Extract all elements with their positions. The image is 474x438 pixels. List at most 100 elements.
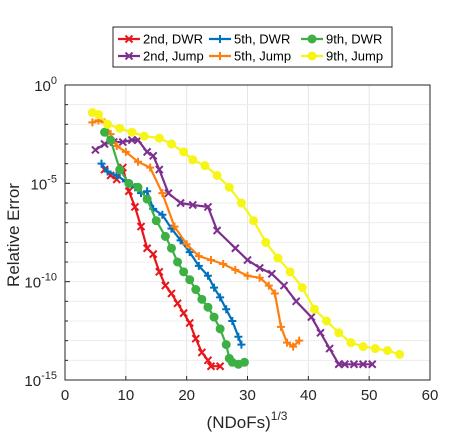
data-point bbox=[188, 155, 198, 165]
data-point bbox=[118, 137, 127, 147]
x-axis-label-base: (NDoFs) bbox=[207, 413, 271, 432]
grid bbox=[64, 84, 431, 381]
data-point bbox=[243, 255, 252, 265]
legend-entry: 9th, Jump bbox=[301, 49, 383, 64]
data-point bbox=[166, 243, 176, 253]
y-tick-label: 100 bbox=[34, 75, 57, 95]
data-point bbox=[243, 271, 252, 280]
series-line bbox=[103, 131, 245, 366]
data-point bbox=[215, 362, 225, 371]
data-point bbox=[155, 267, 164, 277]
data-point bbox=[368, 360, 377, 369]
data-point bbox=[273, 253, 283, 263]
data-point bbox=[322, 316, 332, 326]
data-point bbox=[316, 328, 325, 338]
data-point bbox=[222, 305, 231, 314]
data-point bbox=[334, 360, 343, 369]
data-point bbox=[197, 294, 207, 304]
y-tick-label: 10-5 bbox=[31, 173, 57, 193]
data-point bbox=[151, 216, 161, 226]
series-5th-jump bbox=[88, 116, 304, 351]
data-point bbox=[158, 189, 167, 198]
data-point bbox=[188, 200, 197, 210]
data-point bbox=[179, 147, 189, 157]
legend-entry: 5th, Jump bbox=[209, 49, 291, 64]
legend-entry: 9th, DWR bbox=[301, 32, 382, 47]
data-point bbox=[395, 349, 405, 359]
data-point bbox=[283, 338, 292, 347]
data-point bbox=[191, 334, 200, 343]
y-tick-label-base: 10 bbox=[31, 176, 48, 193]
x-tick-label: 0 bbox=[61, 387, 69, 404]
data-point bbox=[216, 52, 224, 60]
x-tick-label: 50 bbox=[361, 387, 378, 404]
data-point bbox=[103, 167, 112, 176]
data-point bbox=[255, 263, 264, 273]
y-tick-label-exponent: -5 bbox=[47, 173, 57, 185]
data-point bbox=[164, 188, 173, 198]
y-tick-label-base: 10 bbox=[34, 78, 51, 95]
data-point bbox=[124, 186, 134, 196]
data-point bbox=[203, 202, 213, 212]
data-point bbox=[219, 259, 228, 268]
legend-label: 9th, DWR bbox=[326, 32, 382, 47]
data-point bbox=[221, 340, 231, 350]
legend-label: 2nd, DWR bbox=[143, 32, 203, 47]
data-point bbox=[231, 265, 240, 274]
data-point bbox=[297, 283, 307, 293]
legend-entry: 2nd, Jump bbox=[118, 49, 204, 64]
data-point bbox=[215, 324, 225, 334]
y-tick-label-exponent: 0 bbox=[51, 75, 57, 87]
data-point bbox=[173, 257, 183, 267]
x-axis-label: (NDoFs)1/3 bbox=[207, 409, 288, 432]
data-point bbox=[160, 231, 170, 241]
data-point bbox=[124, 34, 134, 44]
data-point bbox=[154, 133, 164, 143]
data-point bbox=[346, 338, 356, 348]
data-point bbox=[231, 244, 240, 253]
data-point bbox=[382, 346, 392, 355]
y-tick-label-exponent: -10 bbox=[41, 272, 57, 284]
data-point bbox=[134, 157, 142, 166]
data-point bbox=[358, 342, 368, 352]
data-point bbox=[239, 357, 249, 367]
data-point bbox=[106, 135, 116, 145]
data-point bbox=[179, 267, 189, 277]
data-point bbox=[155, 165, 164, 174]
data-point bbox=[340, 360, 350, 369]
data-point bbox=[158, 210, 167, 219]
data-point bbox=[334, 328, 344, 338]
data-point bbox=[146, 163, 155, 172]
data-point bbox=[307, 312, 316, 322]
data-point bbox=[267, 269, 277, 279]
data-point bbox=[249, 216, 259, 226]
data-point bbox=[103, 119, 113, 129]
data-point bbox=[124, 51, 134, 61]
data-point bbox=[121, 147, 130, 156]
data-point bbox=[91, 145, 100, 155]
data-point bbox=[224, 182, 234, 192]
series-9th-dwr bbox=[100, 127, 249, 369]
data-point bbox=[358, 360, 368, 369]
data-point bbox=[149, 151, 158, 161]
data-point bbox=[142, 147, 152, 157]
data-point bbox=[182, 240, 191, 249]
data-point bbox=[142, 244, 152, 253]
data-point bbox=[206, 362, 216, 371]
data-point bbox=[127, 135, 137, 145]
data-point bbox=[210, 283, 219, 292]
data-point bbox=[130, 202, 140, 212]
data-point bbox=[167, 289, 176, 298]
data-point bbox=[289, 342, 298, 351]
y-tick-label-base: 10 bbox=[24, 373, 41, 390]
data-point bbox=[270, 289, 279, 298]
data-point bbox=[228, 317, 237, 325]
data-point bbox=[307, 34, 317, 44]
data-point bbox=[309, 304, 319, 314]
legend-label: 9th, Jump bbox=[326, 49, 383, 64]
y-axis-label: Relative Error bbox=[4, 183, 23, 287]
series-layer bbox=[87, 108, 405, 371]
data-point bbox=[136, 222, 146, 231]
data-point bbox=[203, 302, 213, 312]
